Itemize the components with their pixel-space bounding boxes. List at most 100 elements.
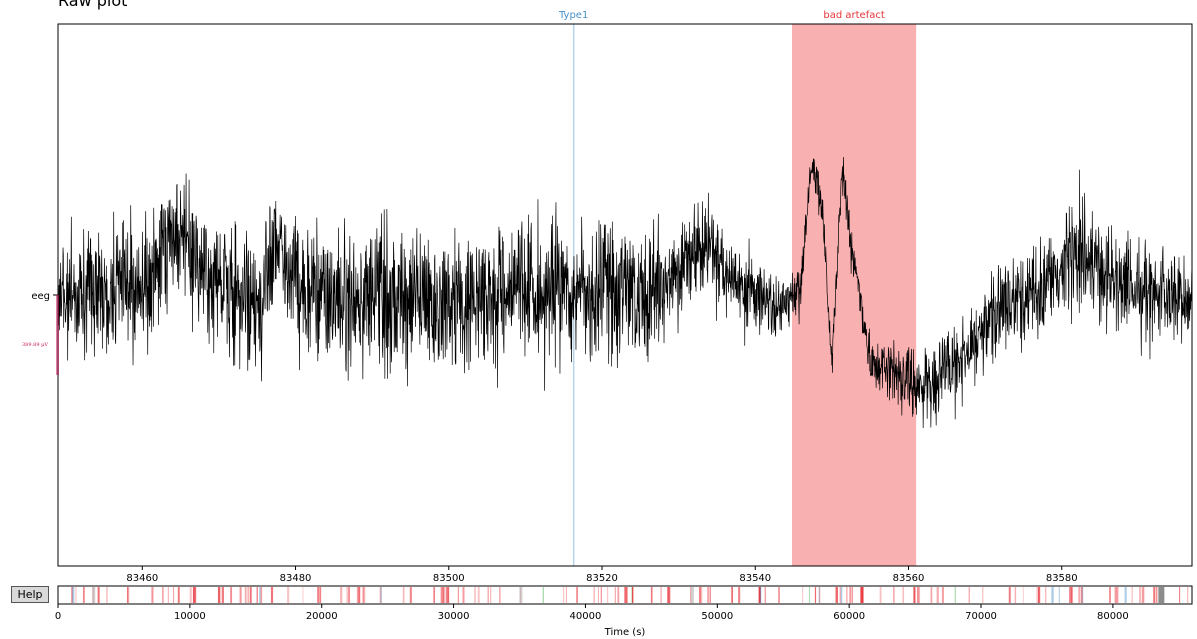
- overview-annotation-mark: [356, 587, 360, 603]
- overview-annotation-mark: [1038, 587, 1040, 603]
- overview-annotation-mark: [738, 587, 741, 603]
- scale-label: 389.89 µV: [22, 342, 48, 348]
- overview-annotation-mark: [364, 587, 366, 603]
- overview-annotation-mark: [239, 587, 242, 603]
- overview-annotation-mark: [1139, 587, 1142, 603]
- overview-annotation-mark: [362, 587, 365, 603]
- overview-annotation-mark: [1080, 587, 1083, 603]
- overview-annotation-mark: [764, 587, 766, 603]
- overview-annotation-mark: [447, 587, 450, 603]
- overview-annotation-mark: [759, 587, 762, 603]
- annotation-label-bad-artefact: bad artefact: [823, 10, 884, 21]
- overview-annotation-mark: [83, 587, 85, 603]
- overview-annotation-mark: [650, 587, 653, 603]
- overview-ticks: 0 10000 20000 30000 40000 50000 60000 70000 8000…: [55, 604, 1129, 622]
- overview-annotation-mark: [576, 587, 578, 603]
- overview-annotation-mark: [75, 587, 77, 603]
- overview-bar[interactable]: 0 10000 20000 30000 40000 50000 60000 70000 8000…: [55, 585, 1193, 638]
- overview-annotation-mark: [71, 587, 73, 603]
- overview-annotation-mark: [192, 587, 196, 603]
- overview-annotation-mark: [194, 587, 197, 603]
- overview-annotation-mark: [576, 587, 578, 603]
- overview-annotation-mark: [1124, 587, 1127, 603]
- overview-annotation-mark: [1038, 587, 1041, 603]
- overview-annotation-mark: [593, 587, 595, 603]
- overview-annotation-mark: [440, 587, 443, 603]
- channel-label-eeg[interactable]: eeg: [31, 291, 50, 302]
- overview-tick-label: 50000: [701, 611, 733, 622]
- overview-view-indicator[interactable]: [1158, 587, 1165, 603]
- overview-annotation-mark: [624, 587, 626, 603]
- annotation-span-bad-artefact[interactable]: [792, 24, 917, 566]
- overview-annotation-mark: [72, 587, 75, 603]
- overview-annotation-mark: [814, 587, 817, 603]
- overview-annotation-mark: [778, 587, 780, 603]
- overview-annotation-mark: [879, 587, 882, 603]
- overview-annotation-mark: [930, 587, 933, 603]
- overview-annotation-mark: [1155, 587, 1158, 603]
- overview-annotation-mark: [840, 587, 843, 603]
- overview-tick-label: 20000: [306, 611, 338, 622]
- overview-annotation-mark: [936, 587, 939, 603]
- overview-annotation-mark: [893, 587, 895, 603]
- overview-annotation-mark: [818, 587, 820, 603]
- overview-annotation-mark: [1109, 587, 1111, 603]
- overview-annotation-mark: [849, 587, 851, 603]
- overview-annotation-mark: [126, 587, 129, 603]
- overview-view-window[interactable]: [1158, 587, 1165, 603]
- overview-annotation-mark: [614, 587, 617, 603]
- overview-xlabel: Time (s): [604, 627, 646, 638]
- overview-annotation-mark: [542, 587, 544, 603]
- overview-annotation-mark: [167, 587, 170, 603]
- overview-annotation-mark: [302, 587, 304, 603]
- overview-annotation-mark: [433, 587, 436, 603]
- overview-annotation-mark: [860, 587, 863, 603]
- overview-annotation-mark: [606, 587, 609, 603]
- overview-annotation-mark: [270, 587, 274, 603]
- overview-annotation-mark: [690, 587, 692, 603]
- overview-tick-label: 0: [55, 611, 61, 622]
- overview-annotation-mark: [1109, 587, 1111, 603]
- overview-annotation-mark: [954, 587, 956, 603]
- overview-annotation-mark: [1114, 587, 1117, 603]
- overview-annotation-mark: [172, 587, 175, 603]
- overview-annotation-mark: [914, 587, 916, 603]
- time-tick-label: 83540: [739, 573, 771, 584]
- time-tick-label: 83460: [126, 573, 158, 584]
- overview-tick-label: 30000: [438, 611, 470, 622]
- annotation-layer: [572, 24, 917, 566]
- overview-annotation-mark: [1058, 587, 1060, 603]
- overview-annotation-mark: [244, 587, 247, 603]
- overview-annotation-mark: [818, 587, 821, 603]
- signal-axes[interactable]: 83460 83480 83500 83520 83540 83560 83580 Type…: [31, 10, 1193, 584]
- overview-annotation-mark: [317, 587, 320, 603]
- overview-annotation-mark: [709, 587, 711, 603]
- overview-annotation-mark: [82, 587, 84, 603]
- time-tick-label: 83480: [280, 573, 312, 584]
- time-tick-label: 83560: [893, 573, 925, 584]
- overview-annotation-mark: [1051, 587, 1054, 603]
- overview-tick-label: 70000: [965, 611, 997, 622]
- overview-annotation-mark: [256, 587, 258, 603]
- overview-annotation-mark: [379, 587, 382, 603]
- overview-annotation-mark: [598, 587, 599, 603]
- overview-annotation-mark: [839, 587, 841, 603]
- overview-annotation-mark: [968, 587, 970, 603]
- overview-annotation-mark: [247, 587, 249, 603]
- overview-annotation-mark: [1070, 587, 1073, 603]
- overview-annotation-mark: [151, 587, 154, 603]
- overview-annotation-mark: [562, 587, 565, 603]
- overview-annotation-mark: [1014, 587, 1017, 603]
- overview-annotation-mark: [127, 587, 130, 603]
- help-button[interactable]: Help: [11, 586, 49, 603]
- overview-annotation-mark: [758, 587, 761, 603]
- overview-annotation-mark: [851, 587, 853, 603]
- overview-frame: [57, 585, 1193, 605]
- annotation-labels: Type1 bad artefact: [558, 10, 885, 21]
- time-tick-label: 83580: [1046, 573, 1078, 584]
- overview-annotation-mark: [189, 587, 192, 603]
- overview-annotation-mark: [1141, 587, 1145, 603]
- overview-annotation-mark: [1045, 587, 1047, 603]
- overview-annotation-mark: [409, 587, 412, 603]
